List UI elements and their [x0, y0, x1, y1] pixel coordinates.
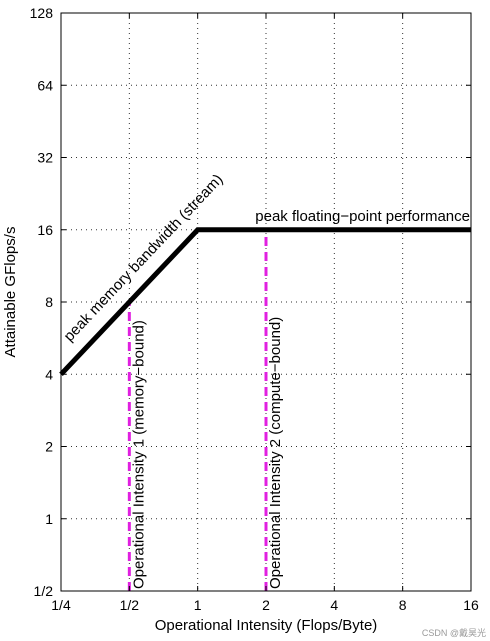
y-tick-label: 16	[37, 222, 53, 238]
x-tick-label: 1/4	[51, 597, 71, 613]
watermark: CSDN @戴昊光	[421, 628, 486, 638]
roof-flat-label: peak floating−point performance	[255, 208, 470, 225]
y-axis-label: Attainable GFlops/s	[2, 227, 19, 358]
x-tick-label: 2	[262, 597, 270, 613]
roof-slope-label: peak memory bandwidth (stream)	[61, 171, 227, 345]
intensity-marker-label-2: Operational Intensity 2 (compute−bound)	[267, 317, 284, 589]
intensity-markers: Operational Intensity 1 (memory−bound) Op…	[127, 229, 284, 591]
y-tick-label: 2	[45, 439, 53, 455]
y-tick-label: 32	[37, 150, 53, 166]
x-tick-label: 1	[194, 597, 202, 613]
x-axis-label: Operational Intensity (Flops/Byte)	[155, 617, 378, 634]
x-tick-label: 16	[463, 597, 479, 613]
y-tick-label: 4	[45, 366, 53, 382]
y-tick-label: 8	[45, 294, 53, 310]
y-tick-label: 1	[45, 511, 53, 527]
y-tick-label: 64	[37, 77, 53, 93]
y-tick-label: 128	[30, 5, 54, 21]
roofline-series	[59, 227, 471, 377]
roofline-line	[59, 227, 471, 377]
y-tick-label: 1/2	[34, 583, 54, 599]
intensity-marker-label-1: Operational Intensity 1 (memory−bound)	[130, 320, 147, 589]
x-tick-label: 8	[399, 597, 407, 613]
x-tick-label: 4	[330, 597, 338, 613]
x-tick-label: 1/2	[120, 597, 140, 613]
